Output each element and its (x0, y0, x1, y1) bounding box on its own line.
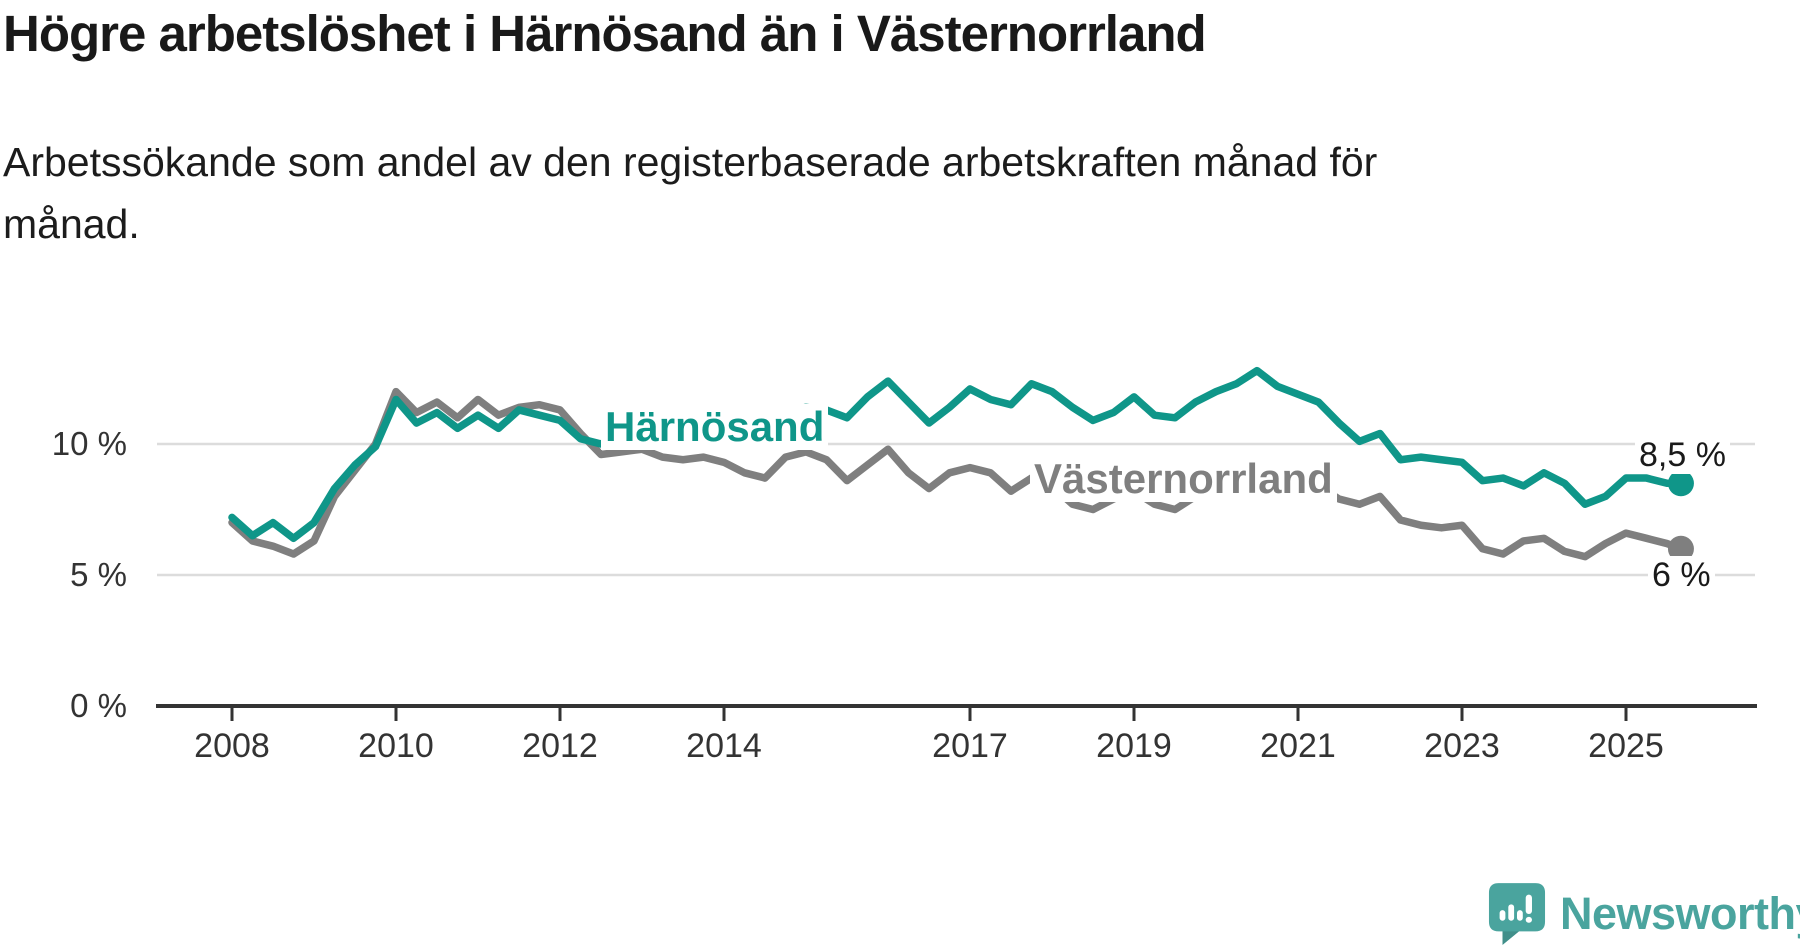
subtitle-line-1: Arbetssökande som andel av den registerb… (3, 139, 1378, 185)
series-label-harnosand: Härnösand (601, 404, 829, 450)
y-axis-tick-label: 0 % (70, 687, 127, 724)
x-axis-tick-label: 2021 (1260, 727, 1336, 765)
x-axis-tick-label: 2023 (1424, 727, 1500, 765)
x-axis-tick-label: 2025 (1588, 727, 1664, 765)
chart-subtitle: Arbetssökande som andel av den registerb… (3, 131, 1377, 255)
newsworthy-icon (1488, 883, 1546, 945)
x-axis-tick-label: 2019 (1096, 727, 1172, 765)
end-value-label-vasternorrland: 6 % (1648, 556, 1715, 594)
subtitle-line-2: månad. (3, 201, 140, 247)
series-label-vasternorrland: Västernorrland (1030, 456, 1337, 502)
y-axis-tick-label: 5 % (70, 556, 127, 593)
x-axis-tick-label: 2017 (932, 727, 1008, 765)
page-title: Högre arbetslöshet i Härnösand än i Väst… (3, 5, 1207, 62)
end-point-marker-Västernorrland (1667, 535, 1694, 562)
x-axis-tick-label: 2010 (358, 727, 434, 765)
line-series-Härnösand (228, 366, 1685, 543)
newsworthy-logo[interactable]: Newsworthy (1488, 882, 1800, 946)
end-value-label-harnosand: 8,5 % (1635, 436, 1730, 474)
x-axis-tick-label: 2008 (194, 727, 270, 765)
x-axis-tick-label: 2012 (522, 727, 598, 765)
line-series-Västernorrland (228, 387, 1685, 561)
y-axis-tick-label: 10 % (51, 425, 127, 462)
x-axis-tick-label: 2014 (686, 727, 762, 765)
newsworthy-logo-text: Newsworthy (1560, 888, 1800, 939)
end-point-marker-Härnösand (1667, 470, 1694, 497)
